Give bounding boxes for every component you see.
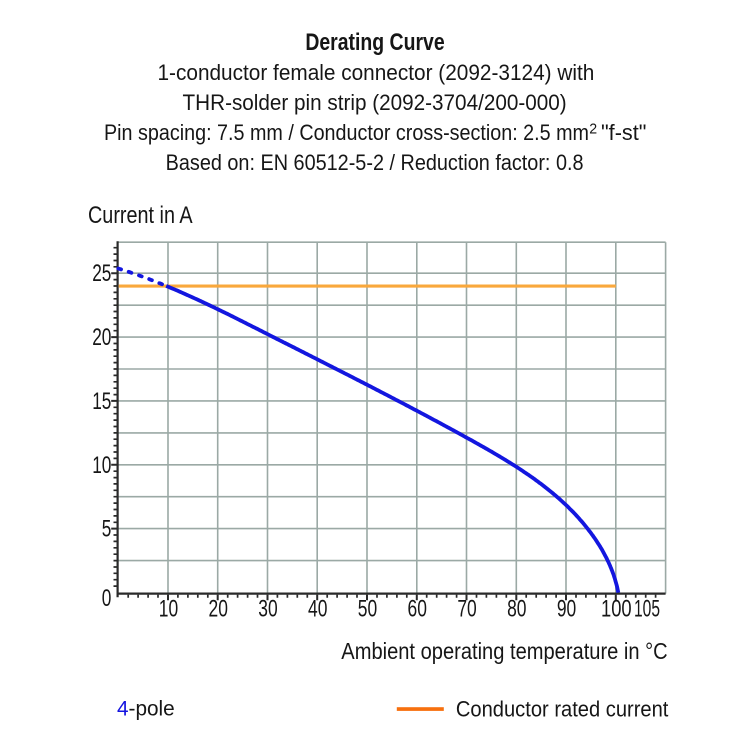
svg-text:90: 90 bbox=[557, 595, 576, 622]
svg-text:60: 60 bbox=[408, 595, 427, 622]
svg-text:"f-st": "f-st" bbox=[601, 120, 646, 145]
svg-text:Based on: EN 60512-5-2 / Reduc: Based on: EN 60512-5-2 / Reduction facto… bbox=[166, 150, 584, 175]
svg-text:Derating Curve: Derating Curve bbox=[305, 29, 444, 56]
svg-text:1-conductor female connector (: 1-conductor female connector (2092-3124)… bbox=[158, 60, 595, 85]
svg-text:10: 10 bbox=[92, 452, 111, 479]
svg-text:10: 10 bbox=[159, 595, 178, 622]
svg-text:100: 100 bbox=[601, 595, 632, 622]
svg-text:Current in A: Current in A bbox=[88, 202, 193, 229]
svg-text:50: 50 bbox=[358, 595, 377, 622]
svg-text:105: 105 bbox=[634, 595, 660, 622]
svg-text:0: 0 bbox=[102, 585, 112, 612]
svg-text:20: 20 bbox=[92, 324, 111, 351]
svg-text:80: 80 bbox=[507, 595, 526, 622]
svg-text:4-pole: 4-pole bbox=[117, 698, 175, 721]
svg-text:Ambient operating temperature: Ambient operating temperature in °C bbox=[341, 638, 667, 664]
svg-text:Conductor rated current: Conductor rated current bbox=[456, 696, 669, 721]
svg-text:70: 70 bbox=[457, 595, 476, 622]
svg-text:30: 30 bbox=[258, 595, 277, 622]
svg-text:THR-solder pin strip (2092-370: THR-solder pin strip (2092-3704/200-000) bbox=[183, 90, 567, 115]
svg-text:2: 2 bbox=[589, 121, 597, 137]
svg-text:20: 20 bbox=[209, 595, 228, 622]
svg-text:5: 5 bbox=[102, 516, 112, 543]
svg-text:40: 40 bbox=[308, 595, 327, 622]
svg-text:Pin spacing: 7.5 mm / Conducto: Pin spacing: 7.5 mm / Conductor cross-se… bbox=[104, 120, 589, 145]
svg-text:25: 25 bbox=[92, 260, 111, 287]
svg-text:15: 15 bbox=[92, 388, 111, 415]
